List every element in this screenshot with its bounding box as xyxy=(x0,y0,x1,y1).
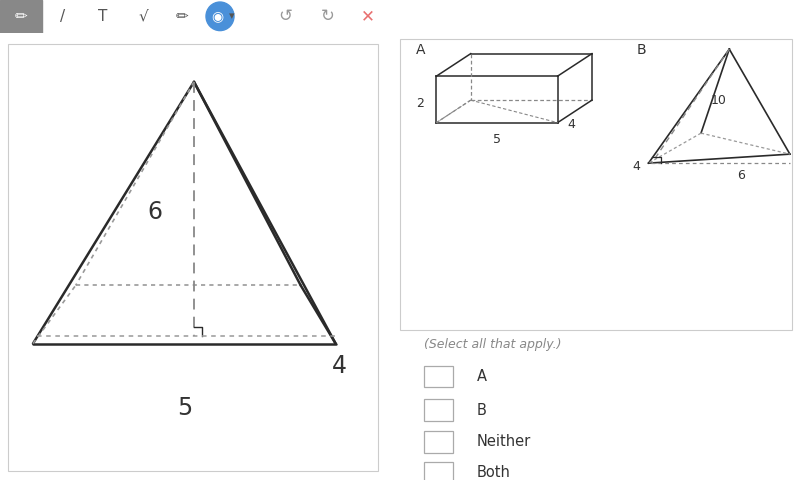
Text: 5: 5 xyxy=(493,132,501,145)
Text: ↺: ↺ xyxy=(278,7,292,25)
Text: Neither: Neither xyxy=(477,434,531,449)
Bar xyxy=(424,462,453,480)
Text: ✏: ✏ xyxy=(14,9,27,24)
Bar xyxy=(0,0,42,33)
Text: ✕: ✕ xyxy=(361,7,375,25)
Text: A: A xyxy=(477,369,486,384)
Bar xyxy=(424,366,453,387)
Text: 10: 10 xyxy=(711,94,727,107)
Bar xyxy=(424,399,453,420)
Text: 6: 6 xyxy=(148,200,162,224)
Bar xyxy=(424,432,453,453)
Text: 5: 5 xyxy=(177,396,192,420)
Text: B: B xyxy=(477,403,486,418)
Text: ▾: ▾ xyxy=(229,12,235,21)
Text: √: √ xyxy=(138,9,148,24)
FancyBboxPatch shape xyxy=(400,39,792,330)
Text: ↻: ↻ xyxy=(321,7,335,25)
Text: (Select all that apply.): (Select all that apply.) xyxy=(424,338,562,351)
Text: 2: 2 xyxy=(416,96,424,109)
Text: /: / xyxy=(61,9,66,24)
FancyBboxPatch shape xyxy=(8,44,378,471)
Text: ✏: ✏ xyxy=(176,9,188,24)
Text: Both: Both xyxy=(477,465,510,480)
Text: ◉: ◉ xyxy=(211,9,223,24)
Text: 6: 6 xyxy=(738,168,746,181)
Text: 4: 4 xyxy=(568,118,576,131)
Circle shape xyxy=(206,2,234,31)
Text: 4: 4 xyxy=(332,354,347,378)
Text: 4: 4 xyxy=(633,160,641,173)
Text: B: B xyxy=(636,43,646,57)
Text: A: A xyxy=(416,43,426,57)
Text: T: T xyxy=(98,9,108,24)
